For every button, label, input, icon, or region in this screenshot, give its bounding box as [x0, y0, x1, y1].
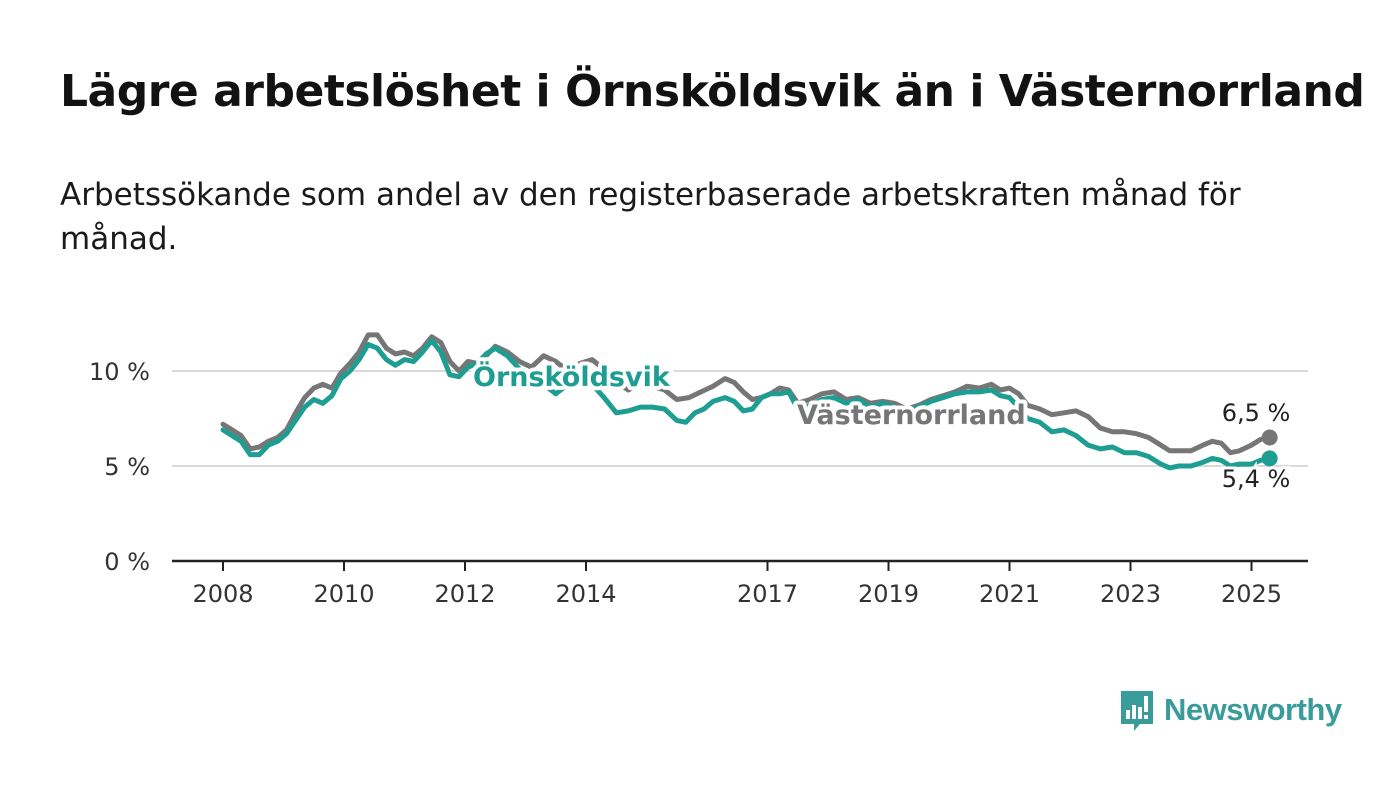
end-value-vasternorrland: 6,5 % [1222, 399, 1291, 427]
x-tick-label: 2008 [192, 580, 253, 608]
x-tick-label: 2025 [1221, 580, 1282, 608]
chart-gridlines [172, 370, 1308, 467]
chart-series-lines [220, 332, 1278, 471]
series-line-ornskoldsvik [220, 338, 1273, 471]
x-tick-label: 2014 [555, 580, 616, 608]
x-tick-label: 2019 [858, 580, 919, 608]
x-tick-label: 2017 [737, 580, 798, 608]
x-tick-label: 2021 [979, 580, 1040, 608]
chart-title: Lägre arbetslöshet i Örnsköldsvik än i V… [60, 66, 1365, 117]
y-tick-label: 0 % [104, 548, 150, 576]
x-tick-label: 2010 [313, 580, 374, 608]
bar-chart-speech-bubble-icon [1121, 691, 1153, 731]
series-label-ornskoldsvik: Örnsköldsvik [473, 360, 671, 393]
y-tick-label: 10 % [89, 358, 150, 386]
x-tick-label: 2023 [1100, 580, 1161, 608]
newsworthy-logo: Newsworthy [1118, 688, 1342, 732]
x-axis: 2008 2010 2012 2014 2017 2019 2021 2023 2025 [172, 559, 1308, 608]
end-value-ornskoldsvik: 5,4 % [1222, 465, 1291, 493]
series-line-vasternorrland [220, 332, 1273, 456]
y-tick-label: 5 % [104, 453, 150, 481]
series-label-vasternorrland: Västernorrland [797, 400, 1026, 431]
series-end-point [1261, 450, 1278, 467]
x-tick-label: 2012 [434, 580, 495, 608]
y-axis-ticks: 0 % 5 % 10 % [89, 358, 150, 576]
brand-name: Newsworthy [1164, 692, 1342, 727]
chart-series-labels: Örnsköldsvik Västernorrland 6,5 % 5,4 % [469, 356, 1293, 496]
chart-subtitle: Arbetssökande som andel av den registerb… [60, 177, 1241, 257]
series-end-point [1261, 429, 1278, 446]
